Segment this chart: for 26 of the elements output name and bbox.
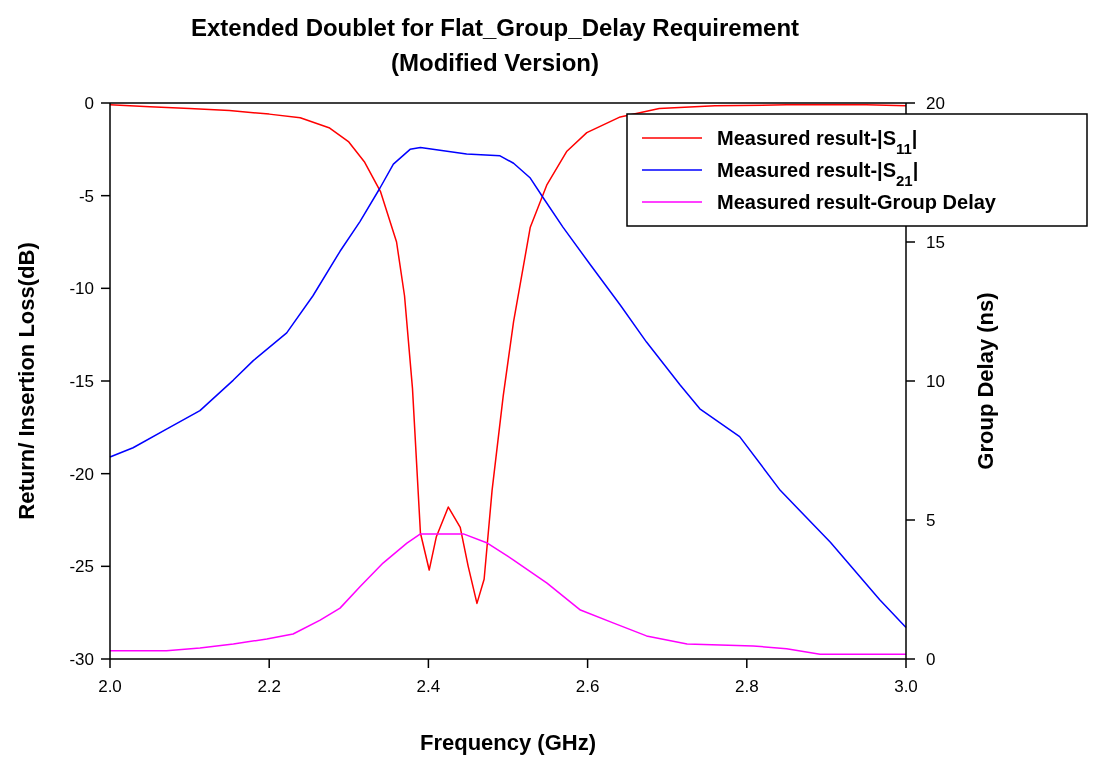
line-series	[109, 533, 907, 656]
y2-tick-label: 10	[926, 372, 945, 391]
legend-label: Measured result-|S$_{21}$|	[717, 159, 919, 189]
y-tick-label: -15	[69, 372, 94, 391]
x-tick-label: 2.0	[98, 677, 122, 696]
y2-tick-label: 5	[926, 511, 936, 530]
x-tick-label: 2.6	[575, 677, 600, 696]
y2-tick-label: 20	[926, 94, 945, 113]
y2-axis-title: Group Delay (ns)	[973, 292, 998, 470]
y-tick-label: -10	[69, 279, 94, 299]
x-tick-label: 2.4	[416, 677, 441, 696]
y-tick-label: -20	[69, 464, 94, 484]
legend-label: Measured result-Group Delay	[717, 191, 997, 213]
y2-tick-label: 15	[926, 233, 945, 252]
x-tick-label: 3.0	[894, 677, 918, 696]
chart-title: Extended Doublet for Flat_Group_Delay Requirement (Modified Version)	[190, 14, 800, 76]
y-tick-label: -25	[69, 557, 94, 577]
legend-label: Measured result-|S$_{11}$|	[717, 127, 918, 157]
y-tick-label: 0	[84, 94, 94, 113]
y2-tick-label: 0	[926, 650, 936, 669]
y-axis-title: Return/ Insertion Loss(dB)	[14, 242, 39, 520]
x-axis-title: Frequency (GHz)	[419, 730, 597, 755]
x-tick-label: 2.2	[257, 677, 282, 696]
x-tick-label: 2.8	[734, 677, 759, 696]
y-tick-label: -5	[78, 186, 94, 206]
y-tick-label: -30	[69, 650, 94, 669]
